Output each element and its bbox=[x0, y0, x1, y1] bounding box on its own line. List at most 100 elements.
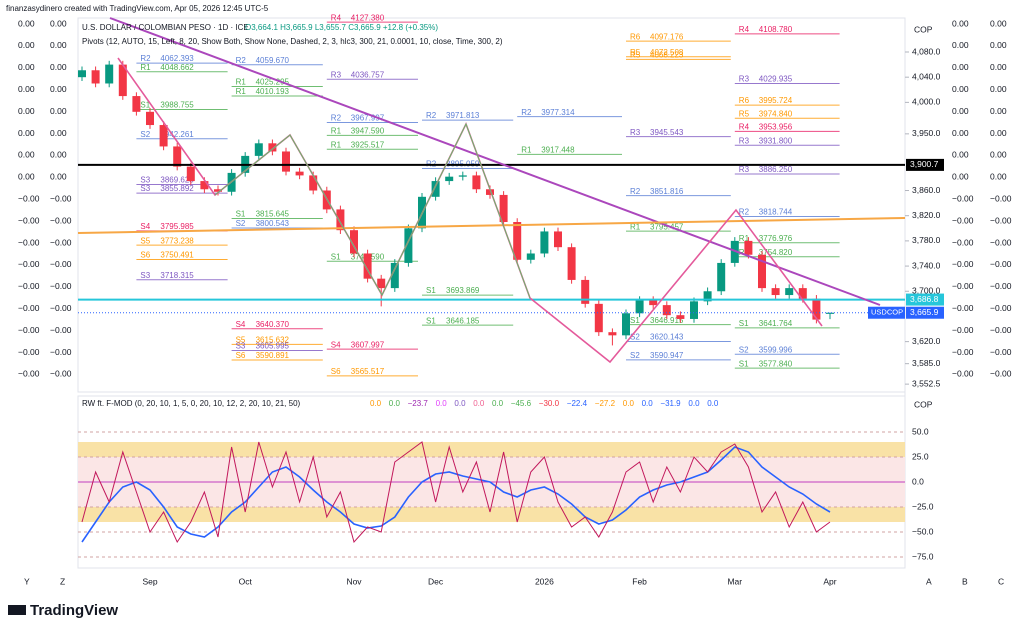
side-label: 0.00 bbox=[952, 128, 969, 138]
side-label: −0.00 bbox=[50, 237, 72, 247]
zigzag-line bbox=[214, 122, 531, 299]
pivot-price: 3693.869 bbox=[446, 286, 480, 295]
side-label: −0.00 bbox=[50, 259, 72, 269]
pivot-name: R2 bbox=[331, 114, 342, 123]
candle-body bbox=[690, 301, 698, 319]
pivot-name: R2 bbox=[426, 111, 437, 120]
pivot-name: R3 bbox=[630, 128, 641, 137]
pivot-price: 4068.223 bbox=[650, 51, 684, 60]
candle-body bbox=[118, 64, 127, 97]
candle-body bbox=[526, 253, 535, 260]
candle-body bbox=[826, 312, 834, 314]
y-tick-label: −25.0 bbox=[912, 501, 934, 511]
side-label: −0.00 bbox=[952, 369, 974, 379]
pivot-name: R1 bbox=[739, 234, 750, 243]
readout: −23.7 bbox=[408, 399, 429, 408]
pivot-price: 3646.915 bbox=[650, 316, 684, 325]
candle-body bbox=[186, 166, 195, 182]
side-label: 0.00 bbox=[50, 150, 67, 160]
pivot-price: 3967.997 bbox=[351, 114, 385, 123]
y-tick-label: 50.0 bbox=[912, 426, 929, 436]
pivot-price: 3971.813 bbox=[446, 111, 480, 120]
side-label: 0.00 bbox=[18, 172, 35, 182]
logo: TradingView bbox=[30, 602, 118, 619]
side-label: −0.00 bbox=[952, 347, 974, 357]
y-tick-label: 3,820.0 bbox=[912, 210, 941, 220]
currency: COP bbox=[914, 24, 933, 34]
candle-body bbox=[608, 332, 617, 336]
side-label: −0.00 bbox=[18, 215, 40, 225]
price-tag-label: 3,686.8 bbox=[910, 294, 939, 304]
pivot-name: R5 bbox=[739, 109, 750, 118]
pivot-price: 3988.755 bbox=[160, 101, 194, 110]
pivot-name: R2 bbox=[236, 56, 247, 65]
candle-body bbox=[336, 209, 345, 231]
symbol-tag bbox=[868, 306, 905, 319]
side-label: −0.00 bbox=[990, 237, 1012, 247]
pivot-name: S2 bbox=[236, 219, 246, 228]
side-label: −0.00 bbox=[952, 281, 974, 291]
pivot-name: R6 bbox=[739, 96, 750, 105]
candle-body bbox=[676, 315, 685, 319]
side-label: −0.00 bbox=[990, 259, 1012, 269]
pivot-price: 3795.985 bbox=[160, 222, 194, 231]
candle-body bbox=[458, 175, 467, 177]
side-label: −0.00 bbox=[990, 369, 1012, 379]
side-label: 0.00 bbox=[50, 172, 67, 182]
y-tick-label: 3,860.0 bbox=[912, 185, 941, 195]
pivot-name: R1 bbox=[140, 63, 151, 72]
candle-body bbox=[662, 305, 671, 316]
y-tick-label: 3,585.0 bbox=[912, 358, 941, 368]
y-tick-label: 25.0 bbox=[912, 451, 929, 461]
candle-body bbox=[282, 151, 290, 172]
side-label: 0.00 bbox=[990, 172, 1007, 182]
pivot-price: 3974.840 bbox=[759, 109, 793, 118]
y-tick-label: 4,040.0 bbox=[912, 71, 941, 81]
y-tick-label: 3,780.0 bbox=[912, 235, 941, 245]
side-label: 0.00 bbox=[952, 18, 969, 28]
readout: −31.9 bbox=[660, 399, 681, 408]
pivot-price: 3869.623 bbox=[160, 176, 194, 185]
side-label: −0.00 bbox=[952, 215, 974, 225]
side-label: 0.00 bbox=[18, 106, 35, 116]
pivot-name: R3 bbox=[739, 165, 750, 174]
pivot-name: S1 bbox=[140, 101, 150, 110]
pivot-name: S1 bbox=[236, 210, 246, 219]
readout: 0.0 bbox=[642, 399, 654, 408]
pivot-name: R2 bbox=[521, 108, 532, 117]
pivot-name: S4 bbox=[331, 340, 341, 349]
side-label: −0.00 bbox=[50, 281, 72, 291]
axis-letter: C bbox=[998, 576, 1004, 586]
pivot-name: S1 bbox=[426, 316, 436, 325]
y-tick-label: 3,950.0 bbox=[912, 128, 941, 138]
readout: 0.0 bbox=[436, 399, 448, 408]
x-tick-label: Oct bbox=[239, 576, 253, 586]
side-label: 0.00 bbox=[990, 84, 1007, 94]
candle-body bbox=[350, 230, 358, 254]
pivot-price: 3945.543 bbox=[650, 128, 684, 137]
pivot-name: R4 bbox=[739, 122, 750, 131]
pivot-price: 4048.662 bbox=[160, 63, 194, 72]
pivot-price: 3641.764 bbox=[759, 319, 793, 328]
ohlc: O3,664.1 H3,665.9 L3,655.7 C3,665.9 +12.… bbox=[245, 23, 438, 32]
pivot-name: R2 bbox=[739, 208, 750, 217]
pivot-name: S6 bbox=[331, 367, 341, 376]
pivot-price: 4097.176 bbox=[650, 32, 684, 41]
side-label: 0.00 bbox=[952, 84, 969, 94]
candle-body bbox=[78, 70, 86, 78]
candle-body bbox=[771, 288, 780, 296]
candle-body bbox=[812, 298, 821, 320]
side-label: 0.00 bbox=[990, 18, 1007, 28]
pivot-price: 3607.997 bbox=[351, 340, 385, 349]
readout: −22.4 bbox=[567, 399, 588, 408]
pivot-price: 3925.517 bbox=[351, 140, 385, 149]
pivot-price: 3605.995 bbox=[256, 342, 290, 351]
readout: 0.0 bbox=[492, 399, 504, 408]
axis-letter: Z bbox=[60, 576, 65, 586]
side-label: −0.00 bbox=[990, 215, 1012, 225]
candle-body bbox=[295, 171, 304, 176]
side-label: −0.00 bbox=[18, 259, 40, 269]
side-label: 0.00 bbox=[50, 18, 67, 28]
pivot-price: 3851.816 bbox=[650, 187, 684, 196]
